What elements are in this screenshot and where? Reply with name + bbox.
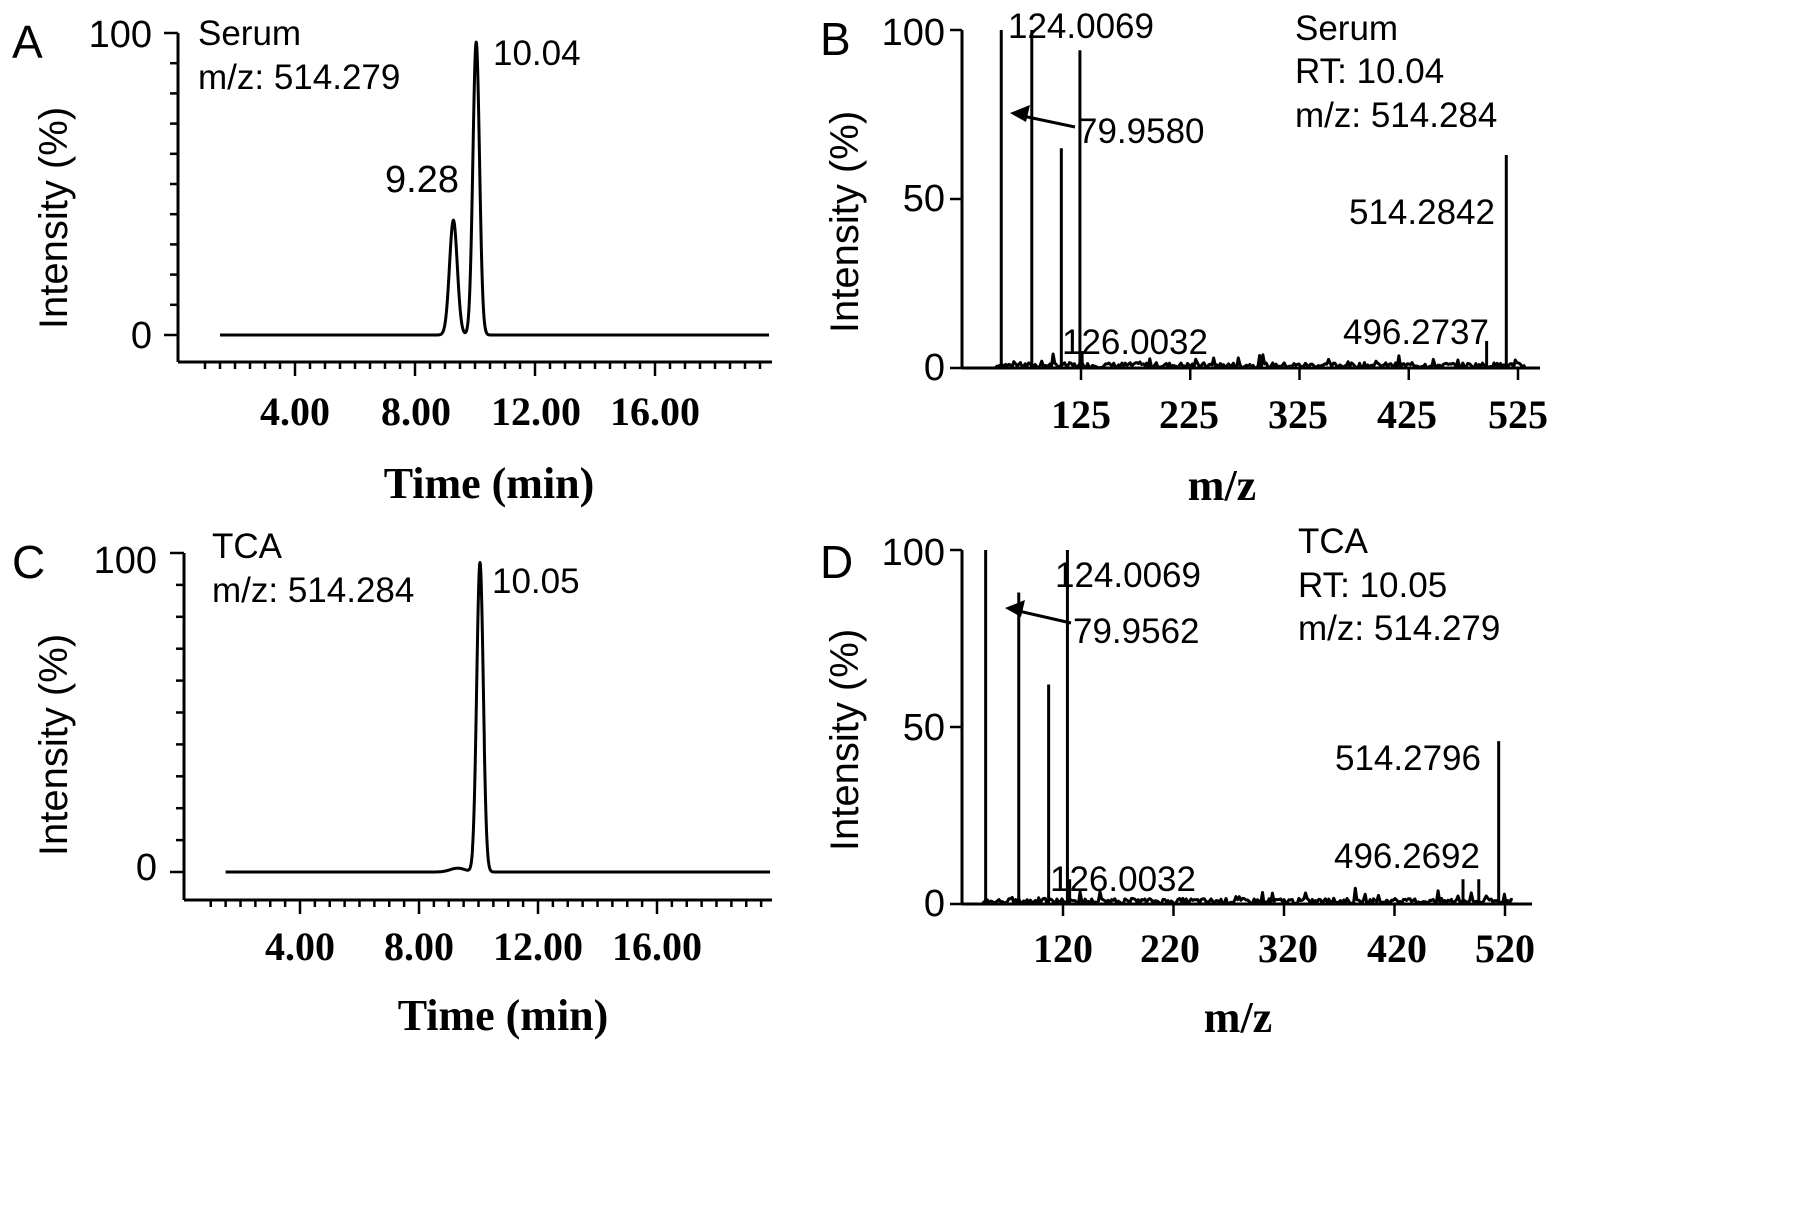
x-tick-label: 425 (1377, 392, 1437, 437)
x-tick-label: 12.00 (491, 389, 581, 434)
y-tick-label: 100 (89, 14, 152, 56)
x-axis-label: m/z (1204, 993, 1272, 1042)
y-tick-label: 50 (903, 178, 945, 220)
peak-label-10-05: 10.05 (492, 562, 580, 601)
y-tick-label: 100 (94, 540, 157, 582)
peak-label-124-0069: 124.0069 (1008, 7, 1154, 46)
peak-label-79-9580: 79.9580 (1078, 112, 1205, 151)
mass-spectrum (994, 30, 1527, 370)
y-axis-label: Intensity (%) (32, 634, 76, 856)
sample-annotation: Serum (198, 14, 301, 53)
x-tick-label: 12.00 (493, 924, 583, 969)
x-axis-label: m/z (1188, 461, 1256, 510)
panel-letter-c: C (12, 536, 45, 588)
y-axis-label: Intensity (%) (823, 111, 867, 333)
x-tick-label: 225 (1159, 392, 1219, 437)
mz-annotation: m/z: 514.284 (212, 571, 414, 610)
tick-marks (164, 31, 762, 376)
x-tick-label: 520 (1475, 926, 1535, 971)
chromatogram-trace (218, 40, 771, 337)
panel-b: B 100 50 0 125 225 325 425 525 m/z Inten… (820, 7, 1548, 510)
x-axis-label: Time (min) (398, 991, 609, 1040)
noise-baseline (994, 352, 1527, 370)
peak-label-126-0032: 126.0032 (1050, 860, 1196, 899)
y-axis-label: Intensity (%) (823, 629, 867, 851)
x-axis-label: Time (min) (384, 459, 595, 508)
peak-label-124-0069: 124.0069 (1055, 556, 1201, 595)
x-tick-label: 4.00 (265, 924, 335, 969)
arrow-shaft (1013, 608, 1072, 625)
sample-annotation: TCA (212, 527, 283, 566)
y-axis-label: Intensity (%) (32, 107, 76, 329)
y-tick-label: 50 (903, 707, 945, 749)
x-tick-label: 320 (1258, 926, 1318, 971)
rt-annotation: RT: 10.04 (1295, 52, 1444, 91)
mz-annotation: m/z: 514.284 (1295, 96, 1497, 135)
x-tick-label: 8.00 (381, 389, 451, 434)
panel-letter-a: A (12, 16, 43, 68)
arrow-head-icon (1005, 600, 1025, 617)
x-tick-label: 16.00 (612, 924, 702, 969)
y-tick-label: 0 (924, 347, 945, 389)
mz-annotation: m/z: 514.279 (1298, 609, 1500, 648)
x-tick-label: 325 (1268, 392, 1328, 437)
y-tick-label: 0 (136, 847, 157, 889)
y-tick-label: 100 (882, 532, 945, 574)
peak-label-496-2692: 496.2692 (1334, 837, 1480, 876)
x-tick-label: 125 (1051, 392, 1111, 437)
panel-c: C 100 0 4.00 8.00 12.00 16.00 Time (min)… (12, 527, 772, 1040)
chromatogram-trace (224, 561, 772, 874)
mass-spectrum (981, 550, 1514, 906)
peak-label-514-2796: 514.2796 (1335, 739, 1481, 778)
x-tick-label: 220 (1140, 926, 1200, 971)
tick-marks (950, 28, 1520, 380)
x-tick-label: 120 (1033, 926, 1093, 971)
peak-label-514-2842: 514.2842 (1349, 193, 1495, 232)
mz-annotation: m/z: 514.279 (198, 58, 400, 97)
tick-marks (950, 548, 1507, 916)
panel-letter-b: B (820, 13, 851, 65)
arrow-head-icon (1010, 105, 1030, 122)
x-tick-label: 16.00 (610, 389, 700, 434)
peak-label-496-2737: 496.2737 (1343, 313, 1489, 352)
tick-marks (170, 551, 763, 914)
panel-d: D 100 50 0 120 220 320 420 520 m/z Inten… (820, 522, 1535, 1042)
rt-annotation: RT: 10.05 (1298, 566, 1447, 605)
peak-label-9-28: 9.28 (385, 159, 459, 201)
sample-annotation: Serum (1295, 9, 1398, 48)
y-tick-label: 100 (882, 12, 945, 54)
y-tick-label: 0 (131, 315, 152, 357)
peak-label-10-04: 10.04 (493, 34, 581, 73)
arrow-shaft (1017, 113, 1076, 129)
peak-label-126-0032: 126.0032 (1062, 323, 1208, 362)
x-tick-label: 525 (1488, 392, 1548, 437)
sample-annotation: TCA (1298, 522, 1369, 561)
x-tick-label: 4.00 (260, 389, 330, 434)
panel-a: A 100 0 4.00 8.00 12.00 16.00 Time (min)… (12, 14, 772, 508)
panel-letter-d: D (820, 536, 853, 588)
peak-label-79-9562: 79.9562 (1073, 612, 1200, 651)
x-tick-label: 8.00 (384, 924, 454, 969)
y-tick-label: 0 (924, 883, 945, 925)
x-tick-label: 420 (1367, 926, 1427, 971)
